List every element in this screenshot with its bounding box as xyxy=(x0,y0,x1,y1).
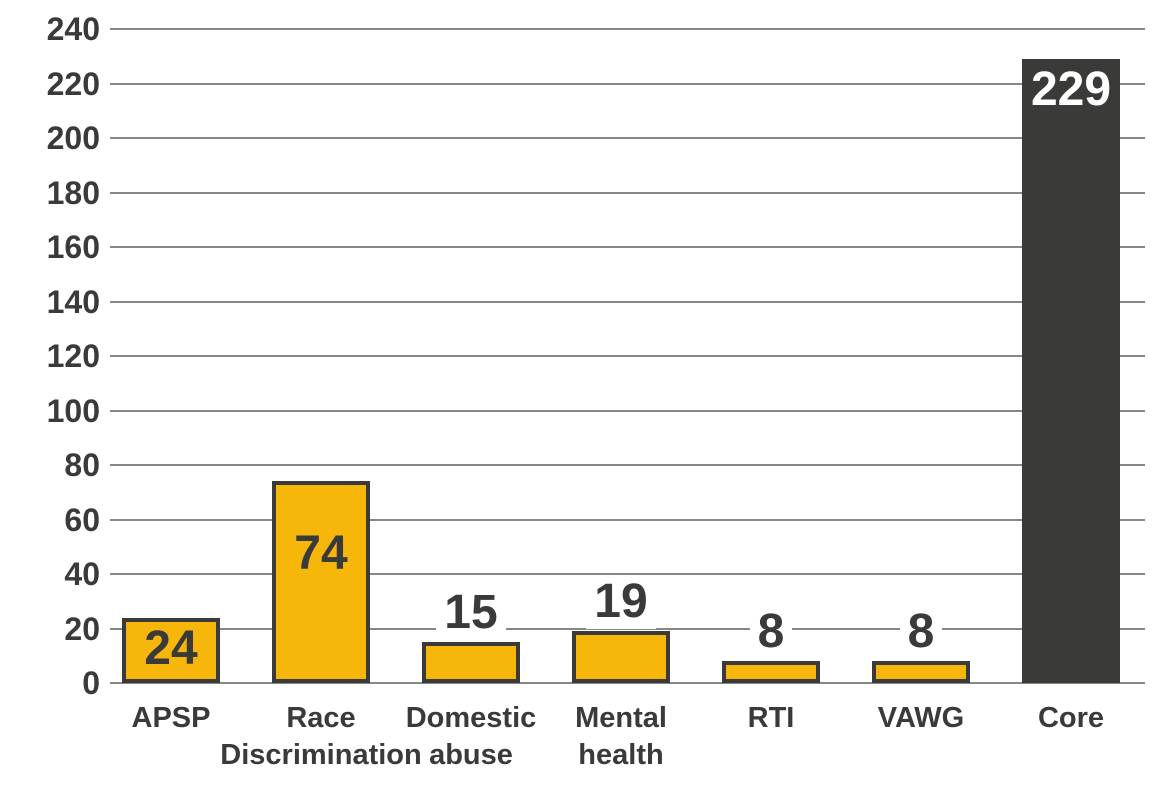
bar xyxy=(272,481,370,683)
bar xyxy=(722,661,820,683)
bar-value-text: 19 xyxy=(586,575,656,629)
x-category-label: Discrimination xyxy=(220,739,422,771)
x-category-label: RTI xyxy=(747,702,795,734)
gridline xyxy=(110,82,1145,85)
y-tick-label: 180 xyxy=(46,174,100,211)
y-tick-label: 60 xyxy=(64,501,100,538)
x-category-label: VAWG xyxy=(877,702,965,734)
y-tick-label: 80 xyxy=(64,447,100,483)
gridline xyxy=(110,409,1145,412)
bar-value-label: 74 xyxy=(211,527,431,581)
bar-value-text: 229 xyxy=(1030,63,1112,116)
gridline xyxy=(110,28,1145,30)
gridline xyxy=(110,137,1145,139)
y-tick-label: 40 xyxy=(64,556,100,592)
gridline xyxy=(110,355,1145,357)
x-category-label: APSP xyxy=(131,702,211,734)
y-tick-label: 220 xyxy=(46,65,100,102)
gridline xyxy=(110,246,1145,248)
y-tick-label: 100 xyxy=(46,392,100,429)
y-tick-label: 140 xyxy=(46,283,100,320)
x-category-label: Core xyxy=(1037,702,1105,734)
y-tick-label: 240 xyxy=(46,11,100,47)
y-tick-label: 160 xyxy=(46,229,100,265)
bar xyxy=(1022,59,1120,683)
x-category-label: Mental xyxy=(575,702,667,734)
y-tick-label: 200 xyxy=(46,120,100,156)
bar-value-text: 74 xyxy=(294,527,348,580)
bar-value-text: 8 xyxy=(749,605,793,659)
bar-value-text: 8 xyxy=(899,605,943,659)
x-category-label: Race xyxy=(286,702,356,734)
bar-value-text: 15 xyxy=(436,586,506,640)
gridline xyxy=(110,300,1145,303)
bar xyxy=(572,631,670,683)
bar-value-label: 229 xyxy=(961,63,1165,117)
bar-value-label: 24 xyxy=(61,622,281,676)
bar-value-label: 19 xyxy=(511,575,731,629)
gridline xyxy=(110,464,1145,466)
bar-value-label: 8 xyxy=(811,605,1031,659)
bar xyxy=(122,618,220,683)
bar-value-label: 8 xyxy=(661,605,881,659)
x-category-label: Domestic xyxy=(405,702,537,734)
x-category-label: health xyxy=(578,739,664,771)
gridline xyxy=(110,573,1145,575)
gridline xyxy=(110,518,1145,521)
y-tick-label: 20 xyxy=(64,610,100,647)
gridline xyxy=(110,191,1145,194)
bar xyxy=(872,661,970,683)
gridline xyxy=(110,682,1145,684)
x-category-label: abuse xyxy=(429,739,513,771)
bar xyxy=(422,642,520,683)
bar-value-text: 24 xyxy=(144,622,198,675)
y-tick-label: 0 xyxy=(82,665,100,701)
bar-value-label: 15 xyxy=(361,586,581,640)
y-tick-label: 120 xyxy=(46,338,100,374)
